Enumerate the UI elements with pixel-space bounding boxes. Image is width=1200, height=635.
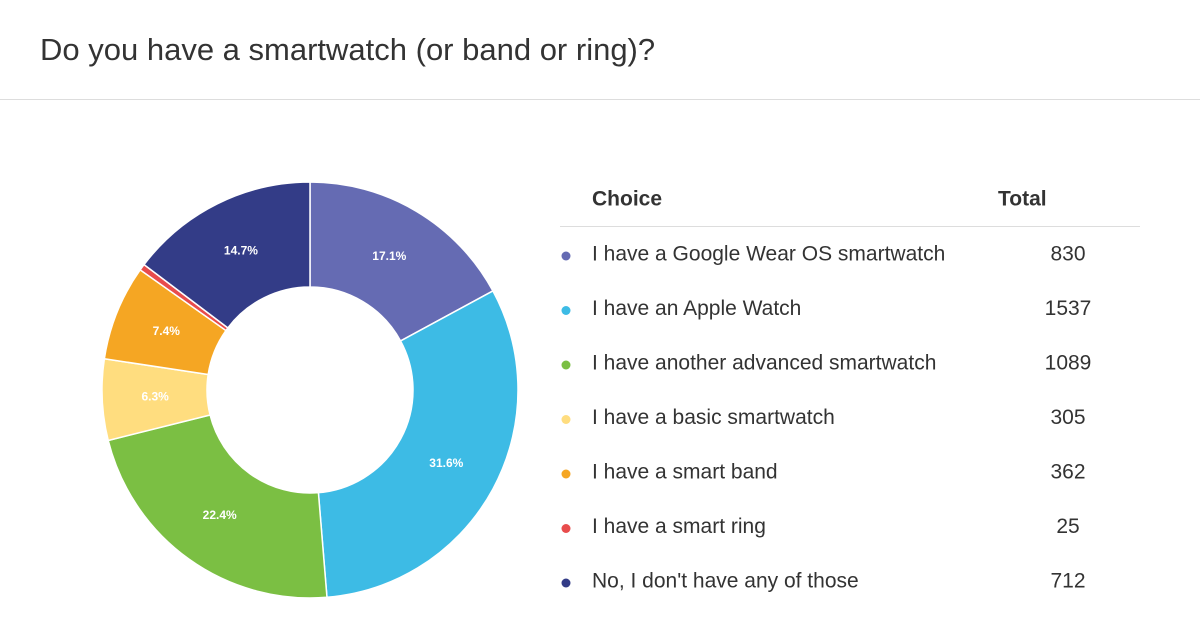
table-header: Total (998, 188, 1047, 211)
legend-dot (561, 469, 571, 479)
slice (309, 181, 494, 342)
table-header: Choice (592, 188, 662, 211)
total-value: 305 (1050, 406, 1085, 429)
total-value: 1089 (1045, 352, 1092, 375)
slice-label: 31.6% (429, 456, 463, 470)
slice-label: 6.3% (141, 389, 169, 403)
legend-dot (561, 415, 571, 424)
choice-label: I have a Google Wear OS smartwatch (592, 243, 945, 266)
slice (317, 289, 519, 599)
choice-label: No, I don't have any of those (592, 570, 859, 593)
slice (107, 414, 328, 599)
legend-dot (561, 524, 571, 533)
total-value: 362 (1050, 461, 1085, 484)
legend-dot (561, 360, 571, 370)
legend-dot (561, 306, 571, 315)
slice-label: 22.4% (203, 508, 237, 522)
legend-dot (561, 251, 571, 261)
page-title: Do you have a smartwatch (or band or rin… (40, 32, 655, 67)
slice-label: 17.1% (372, 249, 406, 263)
choice-label: I have an Apple Watch (592, 297, 801, 320)
slice (143, 181, 311, 329)
total-value: 25 (1056, 515, 1079, 538)
legend-dot (561, 578, 571, 588)
slice-label: 14.7% (224, 243, 258, 257)
total-value: 1537 (1045, 297, 1092, 320)
choice-label: I have another advanced smartwatch (592, 352, 936, 375)
total-value: 830 (1050, 243, 1085, 266)
slice-label: 7.4% (153, 324, 181, 338)
choice-label: I have a smart ring (592, 515, 766, 538)
choice-label: I have a smart band (592, 461, 778, 484)
choice-label: I have a basic smartwatch (592, 406, 835, 429)
total-value: 712 (1050, 570, 1085, 593)
